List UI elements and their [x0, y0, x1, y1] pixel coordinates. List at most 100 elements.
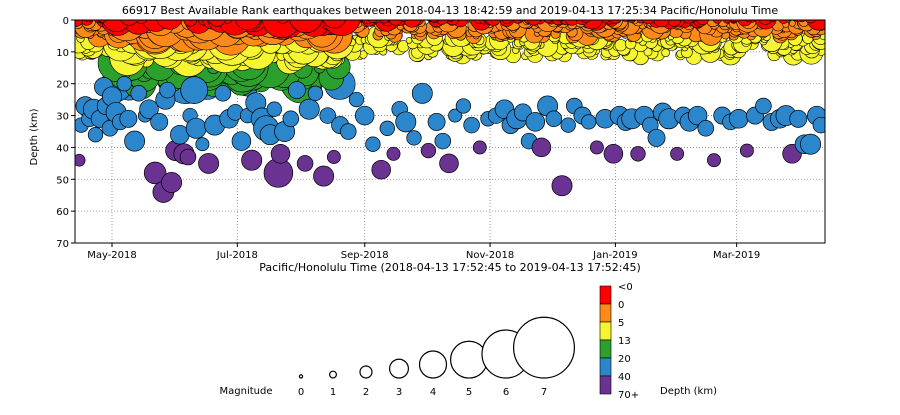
- earthquake-point: [183, 20, 198, 27]
- depth-color-swatch: [599, 339, 612, 359]
- magnitude-legend-label: 4: [430, 387, 436, 398]
- magnitude-legend-title: Magnitude: [220, 386, 273, 397]
- x-tick-label: Mar-2019: [713, 250, 760, 261]
- earthquake-point: [564, 20, 580, 26]
- earthquake-point: [614, 39, 627, 52]
- depth-legend-label: <0: [618, 282, 633, 293]
- earthquake-point: [195, 137, 210, 152]
- magnitude-legend-label: 0: [298, 387, 304, 398]
- earthquake-point: [661, 48, 670, 58]
- x-tick-label: Jan-2019: [592, 250, 637, 261]
- x-tick-label: May-2018: [87, 250, 137, 261]
- earthquake-point: [653, 20, 670, 28]
- earthquake-point: [455, 98, 472, 114]
- earthquake-point: [463, 116, 480, 134]
- y-tick-label: 0: [63, 16, 69, 27]
- earthquake-point: [270, 144, 291, 164]
- earthquake-point: [354, 105, 375, 126]
- earthquake-point: [600, 20, 611, 24]
- earthquake-point: [434, 132, 452, 150]
- earthquake-point: [712, 20, 722, 24]
- earthquake-point: [87, 127, 104, 143]
- earthquake-point: [326, 150, 341, 164]
- x-axis-label: Pacific/Honolulu Time (2018-04-13 17:52:…: [259, 261, 641, 274]
- magnitude-legend-label: 3: [396, 387, 402, 398]
- earthquake-point: [647, 128, 666, 147]
- y-tick-label: 50: [56, 175, 69, 186]
- depth-color-swatch: [599, 357, 612, 377]
- depth-legend-label: 13: [618, 336, 631, 347]
- earthquake-point: [388, 20, 403, 26]
- earthquake-point: [307, 85, 324, 101]
- earthquake-point: [208, 20, 226, 27]
- earthquake-point: [276, 20, 289, 24]
- earthquake-point: [755, 97, 772, 115]
- y-tick-label: 20: [56, 80, 69, 91]
- x-axis-ticks: May-2018 Jul-2018 Sep-2018 Nov-2018 Jan-2019…: [87, 243, 760, 261]
- magnitude-legend-label: 7: [541, 387, 547, 398]
- y-axis-ticks: 0 10 20 30 40 50 60 70: [56, 16, 75, 250]
- earthquake-point: [161, 172, 183, 193]
- y-tick-label: 60: [56, 207, 69, 218]
- earthquake-point: [778, 20, 790, 24]
- earthquake-point: [296, 155, 314, 172]
- depth-color-swatch: [599, 321, 612, 341]
- earthquake-point: [545, 110, 563, 128]
- depth-color-legend: <0 0 5 13 20 40 70+ Depth (km): [599, 282, 717, 401]
- earthquake-point: [75, 153, 86, 167]
- grid-lines: [75, 20, 825, 243]
- x-tick-label: Sep-2018: [341, 250, 389, 261]
- earthquake-point: [371, 159, 391, 180]
- x-tick-label: Nov-2018: [466, 250, 514, 261]
- earthquake-point: [580, 20, 591, 23]
- earthquake-point: [581, 114, 597, 130]
- earthquake-point: [608, 20, 622, 24]
- magnitude-legend-label: 6: [503, 387, 509, 398]
- magnitude-legend-circle: [329, 370, 338, 379]
- y-tick-label: 10: [56, 48, 69, 59]
- earthquake-point: [150, 112, 169, 131]
- earthquake-point: [185, 117, 207, 139]
- earthquake-point: [134, 20, 148, 24]
- earthquake-point: [696, 20, 710, 26]
- earthquake-point: [448, 108, 463, 123]
- earthquake-point: [411, 82, 433, 104]
- earthquake-point: [234, 20, 261, 31]
- plot-frame: [74, 19, 826, 244]
- earthquake-point: [340, 123, 357, 140]
- magnitude-legend-label: 2: [363, 387, 369, 398]
- magnitude-legend-circle: [298, 374, 304, 379]
- earthquake-point: [97, 20, 108, 23]
- depth-legend-label: 70+: [618, 390, 639, 401]
- depth-legend-title: Depth (km): [660, 386, 717, 397]
- magnitude-legend: Magnitude 0 1 2 3 4 5 6 7: [220, 316, 575, 398]
- earthquake-point: [804, 20, 817, 24]
- y-tick-label: 40: [56, 143, 69, 154]
- earthquake-point: [435, 20, 449, 25]
- earthquake-point: [80, 20, 94, 26]
- earthquake-point: [697, 120, 715, 137]
- earthquake-point: [120, 20, 139, 26]
- chart-title: 66917 Best Available Rank earthquakes be…: [122, 4, 779, 17]
- magnitude-legend-label: 1: [330, 387, 336, 398]
- earthquake-point: [427, 112, 446, 131]
- earthquake-point: [180, 76, 209, 104]
- x-tick-label: Jul-2018: [216, 250, 258, 261]
- magnitude-legend-circle: [359, 365, 373, 379]
- earthquake-point: [365, 136, 381, 152]
- earthquake-point: [812, 116, 825, 134]
- magnitude-legend-label: 5: [466, 387, 472, 398]
- earthquake-point: [116, 76, 132, 92]
- earthquake-point: [603, 144, 624, 164]
- y-tick-label: 30: [56, 112, 69, 123]
- magnitude-legend-circle: [389, 358, 410, 379]
- magnitude-legend-circle: [418, 350, 448, 379]
- earthquake-point: [758, 20, 773, 25]
- earthquake-point: [379, 20, 390, 24]
- earthquake-point: [560, 117, 576, 133]
- earthquake-point: [526, 20, 541, 26]
- earthquake-point: [313, 165, 335, 187]
- earthquake-point: [266, 101, 282, 117]
- magnitude-legend-circle: [512, 316, 575, 379]
